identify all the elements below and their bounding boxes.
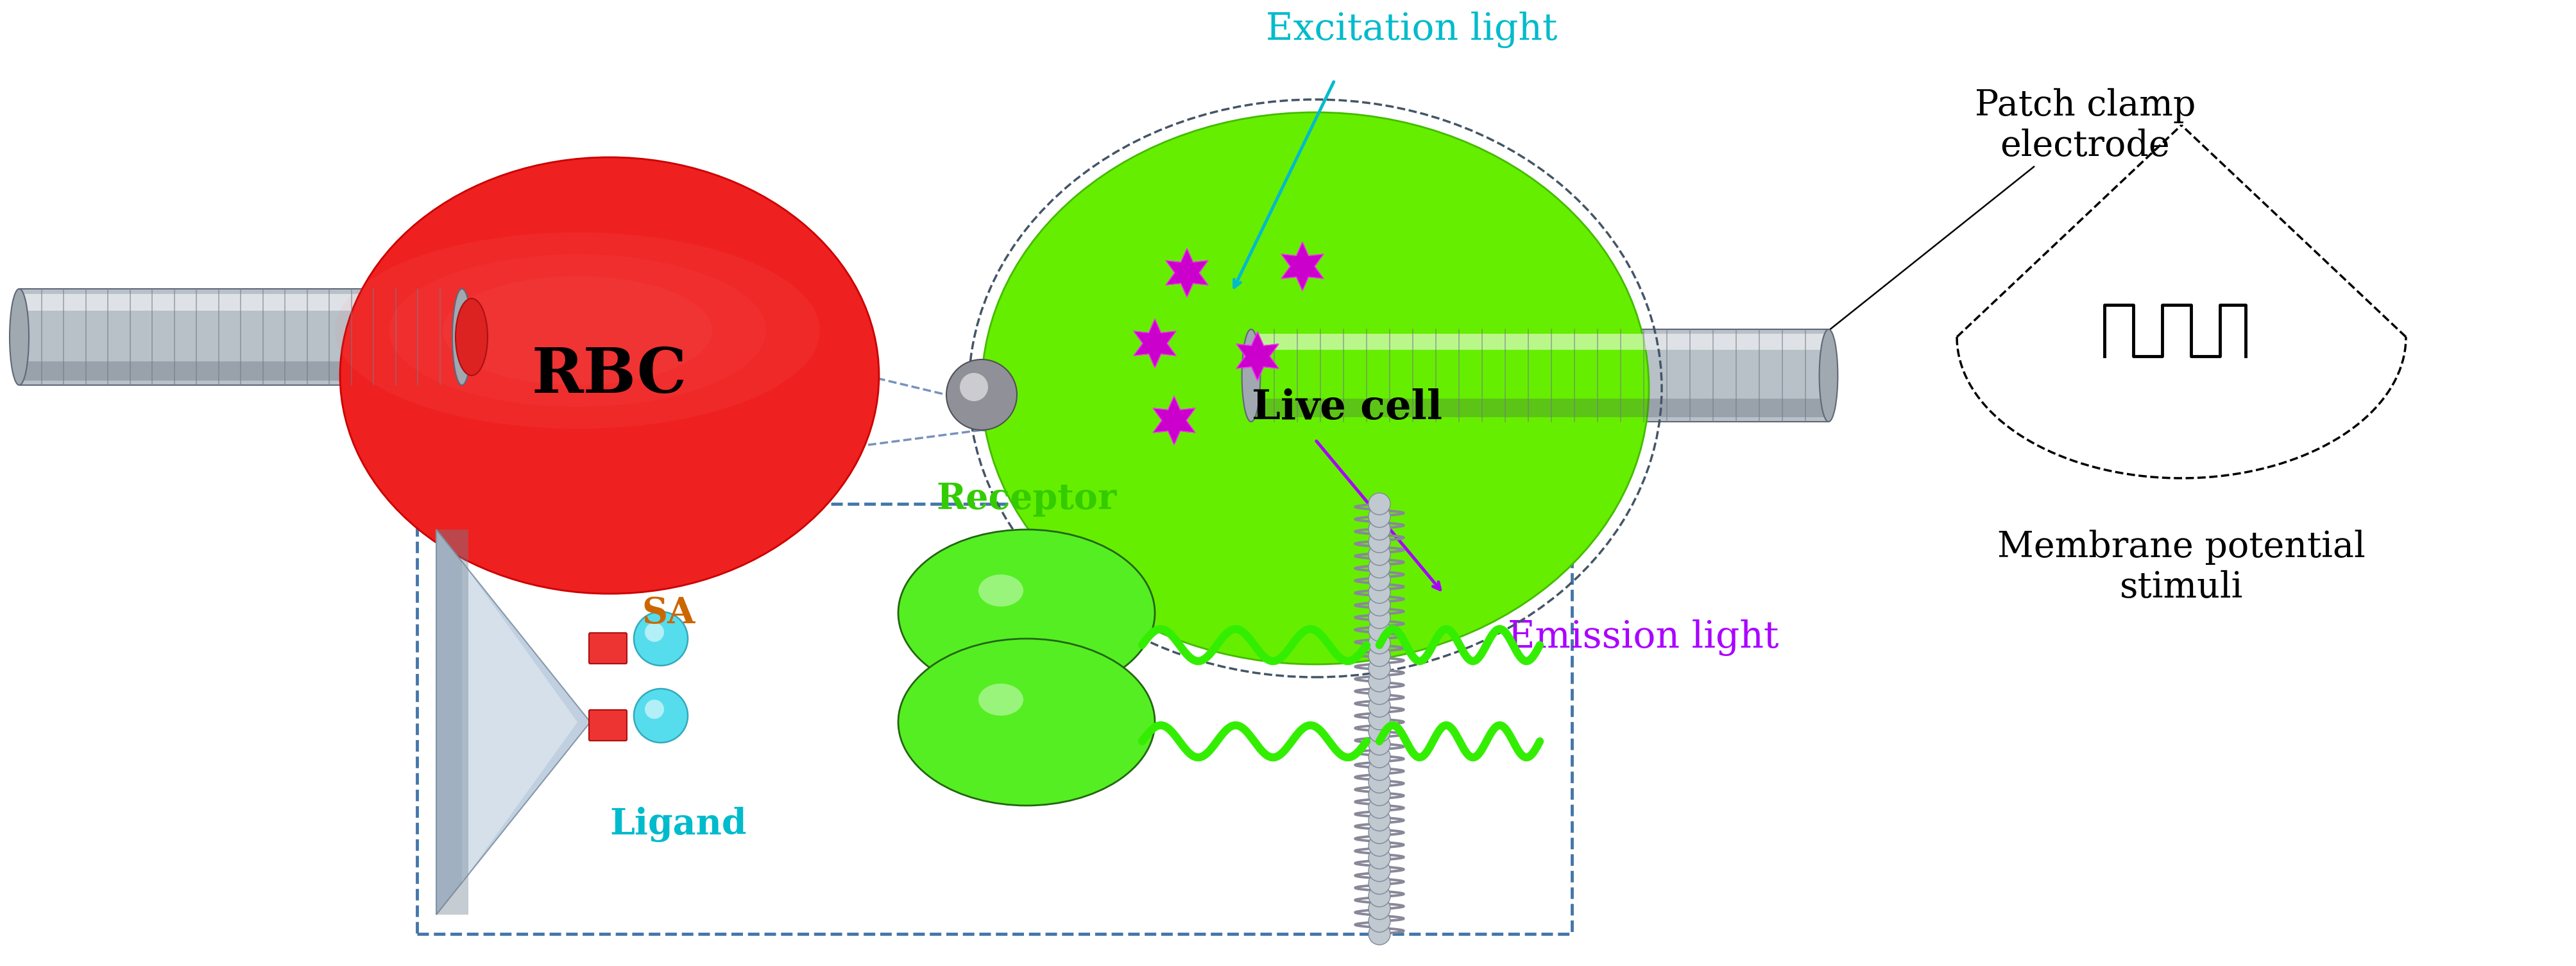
Ellipse shape (389, 254, 765, 407)
Ellipse shape (1242, 329, 1260, 422)
Circle shape (961, 373, 989, 401)
Circle shape (1368, 810, 1391, 831)
Ellipse shape (335, 233, 819, 429)
Circle shape (1368, 721, 1391, 743)
Circle shape (1368, 556, 1391, 578)
Circle shape (1368, 746, 1391, 768)
Text: SA: SA (641, 595, 696, 631)
Circle shape (1368, 872, 1391, 895)
Circle shape (1368, 847, 1391, 869)
Ellipse shape (979, 684, 1023, 716)
FancyBboxPatch shape (590, 710, 626, 741)
Polygon shape (461, 561, 577, 883)
Circle shape (1368, 835, 1391, 856)
Circle shape (1368, 822, 1391, 843)
Circle shape (1368, 910, 1391, 932)
Circle shape (1368, 771, 1391, 793)
Circle shape (1368, 860, 1391, 882)
Circle shape (1368, 632, 1391, 654)
Polygon shape (18, 289, 461, 385)
Circle shape (1368, 708, 1391, 729)
Polygon shape (1236, 332, 1278, 381)
Ellipse shape (979, 575, 1023, 607)
Circle shape (634, 611, 688, 666)
Circle shape (1368, 531, 1391, 553)
Ellipse shape (981, 112, 1649, 665)
Polygon shape (18, 361, 461, 381)
Circle shape (644, 623, 665, 641)
Circle shape (1368, 658, 1391, 679)
Ellipse shape (453, 289, 471, 385)
Circle shape (1368, 733, 1391, 755)
Circle shape (1368, 885, 1391, 907)
Circle shape (1368, 897, 1391, 920)
Polygon shape (18, 294, 461, 310)
Text: Excitation light: Excitation light (1265, 12, 1558, 48)
Ellipse shape (1819, 329, 1837, 422)
Circle shape (1368, 607, 1391, 629)
Circle shape (1368, 923, 1391, 945)
Polygon shape (1133, 319, 1177, 368)
Circle shape (1368, 594, 1391, 616)
Ellipse shape (340, 157, 878, 594)
Circle shape (1368, 670, 1391, 692)
Ellipse shape (443, 276, 711, 385)
Circle shape (1368, 569, 1391, 590)
Polygon shape (1154, 396, 1195, 444)
Circle shape (1368, 797, 1391, 818)
FancyBboxPatch shape (590, 633, 626, 664)
Circle shape (1368, 582, 1391, 604)
Text: Ligand: Ligand (611, 808, 747, 842)
Circle shape (1368, 696, 1391, 717)
Polygon shape (1167, 248, 1208, 298)
Circle shape (945, 359, 1018, 430)
Circle shape (1368, 518, 1391, 540)
Circle shape (634, 689, 688, 743)
Circle shape (1368, 619, 1391, 641)
Ellipse shape (456, 298, 487, 376)
Text: Live cell: Live cell (1252, 388, 1443, 427)
Ellipse shape (899, 639, 1154, 806)
Polygon shape (435, 529, 469, 915)
Circle shape (1368, 544, 1391, 565)
Polygon shape (1252, 399, 1829, 417)
Circle shape (1368, 644, 1391, 667)
Polygon shape (1252, 334, 1829, 350)
Circle shape (1368, 758, 1391, 781)
Text: RBC: RBC (531, 345, 688, 406)
Polygon shape (1252, 329, 1829, 422)
Ellipse shape (10, 289, 28, 385)
Circle shape (1368, 683, 1391, 704)
Polygon shape (435, 529, 590, 915)
Text: Membrane potential
stimuli: Membrane potential stimuli (1996, 529, 2365, 606)
Ellipse shape (899, 529, 1154, 696)
Circle shape (1368, 493, 1391, 515)
Polygon shape (1280, 242, 1324, 291)
Text: Receptor: Receptor (935, 481, 1118, 517)
Circle shape (1368, 783, 1391, 806)
Circle shape (1368, 505, 1391, 527)
Text: Emission light: Emission light (1507, 619, 1780, 656)
Text: Patch clamp
electrode: Patch clamp electrode (1829, 88, 2195, 329)
Circle shape (644, 699, 665, 719)
